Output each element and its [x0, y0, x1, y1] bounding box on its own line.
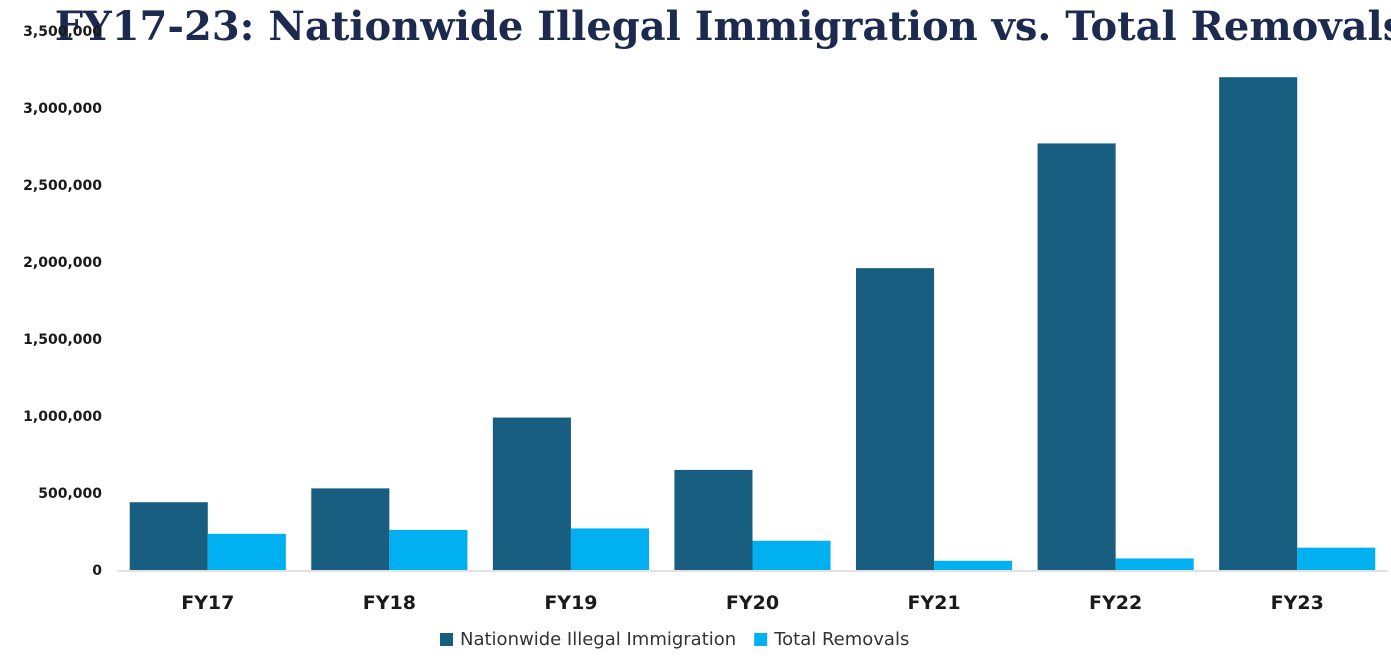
bar-series-2-fy19: [570, 528, 650, 570]
y-tick-label: 1,500,000: [23, 332, 102, 348]
chart-title: FY17-23: Nationwide Illegal Immigration …: [55, 3, 1391, 50]
bars: [129, 77, 1376, 571]
bar-series-1-fy17: [129, 502, 208, 570]
bar-series-2-fy21: [934, 560, 1013, 570]
bar-series-1-fy21: [855, 268, 935, 570]
x-tick-label: FY18: [363, 592, 416, 614]
y-tick-label: 1,000,000: [23, 409, 102, 425]
bar-series-2-fy23: [1297, 547, 1376, 570]
bar-series-1-fy22: [1037, 143, 1116, 571]
y-tick-label: 500,000: [38, 486, 102, 502]
y-axis: 0 500,000 1,000,000 1,500,000 2,000,000 2,500…: [23, 24, 102, 579]
y-tick-label: 0: [92, 563, 102, 579]
bar-series-1-fy20: [674, 469, 753, 570]
x-axis: FY17 FY18 FY19 FY20 FY21 FY22 FY23: [181, 592, 1324, 614]
x-tick-label: FY22: [1089, 592, 1142, 614]
x-tick-label: FY20: [726, 592, 779, 614]
y-tick-label: 2,500,000: [23, 178, 102, 194]
bar-series-2-fy18: [389, 529, 468, 570]
bar-series-2-fy17: [207, 533, 286, 570]
x-tick-label: FY17: [181, 592, 234, 614]
x-tick-label: FY23: [1271, 592, 1324, 614]
legend-label-series-2: Total Removals: [773, 629, 909, 650]
legend-label-series-1: Nationwide Illegal Immigration: [460, 629, 736, 650]
bar-series-1-fy19: [492, 417, 571, 570]
y-tick-label: 2,000,000: [23, 255, 102, 271]
bar-series-2-fy22: [1115, 558, 1194, 570]
x-tick-label: FY21: [907, 592, 960, 614]
legend-swatch-series-1: [440, 633, 453, 646]
y-tick-label: 3,500,000: [23, 24, 102, 40]
bar-series-1-fy23: [1219, 77, 1298, 570]
legend: Nationwide Illegal Immigration Total Remo…: [440, 629, 909, 650]
x-tick-label: FY19: [544, 592, 597, 614]
bar-series-2-fy20: [752, 540, 831, 570]
bar-series-1-fy18: [311, 488, 390, 570]
legend-swatch-series-2: [754, 633, 768, 646]
y-tick-label: 3,000,000: [23, 101, 102, 117]
